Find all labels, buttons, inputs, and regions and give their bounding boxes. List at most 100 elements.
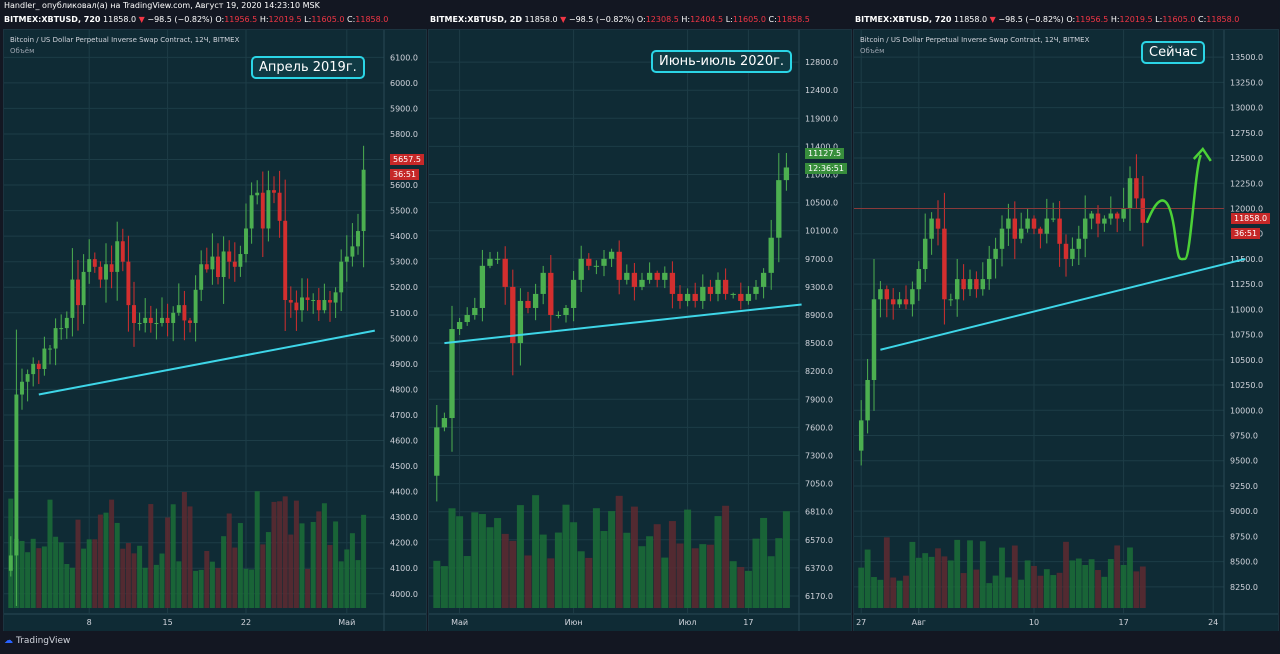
candle-body	[980, 279, 986, 290]
price-axis-label: 5600.0	[390, 181, 418, 190]
volume-bar	[114, 522, 120, 608]
volume-bar	[615, 495, 623, 608]
annotation-label: Сейчас	[1141, 41, 1206, 64]
panel-1-high: 12019.5	[268, 15, 302, 24]
candle-body	[1012, 218, 1018, 239]
time-axis-label: 10	[1029, 618, 1039, 627]
candle-body	[53, 328, 58, 349]
candle-body	[865, 380, 870, 421]
chart-panel-june-july-2020[interactable]: 6170.0 6370.0 6570.0 6810.0 7050.0 7300.0 7600…	[428, 29, 852, 632]
candle-body	[48, 348, 52, 350]
volume-bar	[592, 508, 600, 608]
panel-1-low: 11605.0	[311, 15, 345, 24]
candle-body	[1095, 213, 1101, 224]
chart-panel-april-2019[interactable]: 4000.0 4100.0 4200.0 4300.0 4400.0 4500.0 4600…	[3, 29, 427, 632]
candle-body	[322, 300, 327, 311]
volume-bar	[986, 583, 993, 608]
candle-body	[272, 190, 276, 193]
chart-canvas[interactable]: 8250.0 8500.0 8750.0 9000.0 9250.0 9500.0 9750…	[854, 30, 1278, 631]
volume-bar	[706, 544, 714, 608]
volume-bar	[896, 580, 903, 608]
candle-body	[1044, 218, 1050, 234]
volume-bar	[714, 516, 722, 608]
price-axis-label: 10250.0	[1230, 381, 1263, 390]
volume-bar	[310, 521, 316, 608]
candle-body	[684, 293, 691, 301]
volume-bar	[36, 548, 42, 608]
panel-2-symbol: BITMEX:XBTUSD, 2D	[430, 15, 522, 24]
volume-bar	[92, 539, 98, 608]
price-axis-label: 7600.0	[805, 423, 833, 432]
candle-body	[132, 305, 136, 323]
volume-bar	[75, 519, 81, 608]
volume-bar	[858, 567, 865, 608]
volume-bar	[600, 531, 608, 608]
price-axis-label: 9000.0	[1230, 507, 1258, 516]
candle-body	[64, 317, 69, 329]
price-axis-label: 9250.0	[1230, 482, 1258, 491]
volume-bar	[137, 545, 143, 608]
candle-body	[871, 299, 877, 381]
volume-bar	[131, 553, 137, 608]
candle-body	[1025, 218, 1030, 229]
panel-1-symbol: BITMEX:XBTUSD, 720	[4, 15, 101, 24]
candle-body	[283, 220, 288, 301]
price-axis-label: 6370.0	[805, 564, 833, 573]
volume-bar	[277, 501, 283, 608]
candle-body	[654, 272, 660, 280]
candle-body	[316, 300, 321, 311]
chart-panel-now[interactable]: 8250.0 8500.0 8750.0 9000.0 9250.0 9500.0 9750…	[853, 29, 1279, 632]
candle-body	[70, 279, 75, 318]
candle-body	[339, 261, 344, 293]
candle-body	[344, 256, 349, 262]
candle-body	[311, 300, 316, 302]
candle-body	[1070, 248, 1075, 259]
volume-bar	[676, 543, 684, 608]
panel-3-high: 12019.5	[1119, 15, 1153, 24]
price-axis-label: 9700.0	[805, 255, 833, 264]
candle-body	[148, 317, 153, 323]
chart-canvas[interactable]: 6170.0 6370.0 6570.0 6810.0 7050.0 7300.0 7600…	[429, 30, 851, 631]
candle-body	[255, 192, 260, 196]
candle-body	[165, 317, 170, 323]
volume-bar	[193, 570, 199, 608]
candle-body	[356, 231, 360, 247]
candle-body	[768, 237, 774, 273]
volume-bar	[737, 567, 745, 608]
candle-body	[878, 289, 883, 300]
annotation-label: Июнь-июль 2020г.	[651, 50, 793, 73]
volume-bar	[448, 508, 456, 608]
price-axis-label: 4100.0	[390, 564, 418, 573]
volume-bar	[524, 555, 532, 608]
candle-body	[238, 254, 243, 267]
publisher-line: Handler_ опубликовал(а) на TradingView.c…	[4, 1, 320, 10]
volume-bar	[97, 514, 103, 608]
price-axis-label: 12750.0	[1230, 129, 1263, 138]
candle-body	[14, 394, 19, 556]
price-axis-label: 5800.0	[390, 130, 418, 139]
last-price-tag: 11127.5	[805, 148, 845, 159]
candle-body	[692, 293, 698, 301]
volume-bar	[967, 540, 973, 608]
volume-bar	[973, 569, 980, 608]
volume-bar	[935, 548, 941, 608]
candle-body	[109, 264, 114, 272]
price-axis-label: 10500.0	[805, 199, 838, 208]
candle-body	[42, 348, 47, 369]
volume-bar	[915, 557, 922, 608]
volume-bar	[767, 556, 775, 608]
volume-bar	[947, 560, 954, 608]
candle-body	[204, 264, 209, 270]
candle-body	[1018, 228, 1024, 239]
chart-canvas[interactable]: 4000.0 4100.0 4200.0 4300.0 4400.0 4500.0 4600…	[4, 30, 426, 631]
volume-bar	[69, 567, 75, 608]
candle-body	[910, 289, 915, 305]
volume-bar	[282, 496, 288, 608]
candle-body	[154, 323, 159, 324]
candle-body	[624, 272, 630, 280]
time-axis-label: Июн	[565, 618, 583, 627]
volume-bar	[25, 552, 31, 608]
last-price-tag: 5657.5	[390, 154, 424, 165]
candle-body	[738, 293, 744, 301]
price-axis-label: 10100.0	[805, 227, 838, 236]
